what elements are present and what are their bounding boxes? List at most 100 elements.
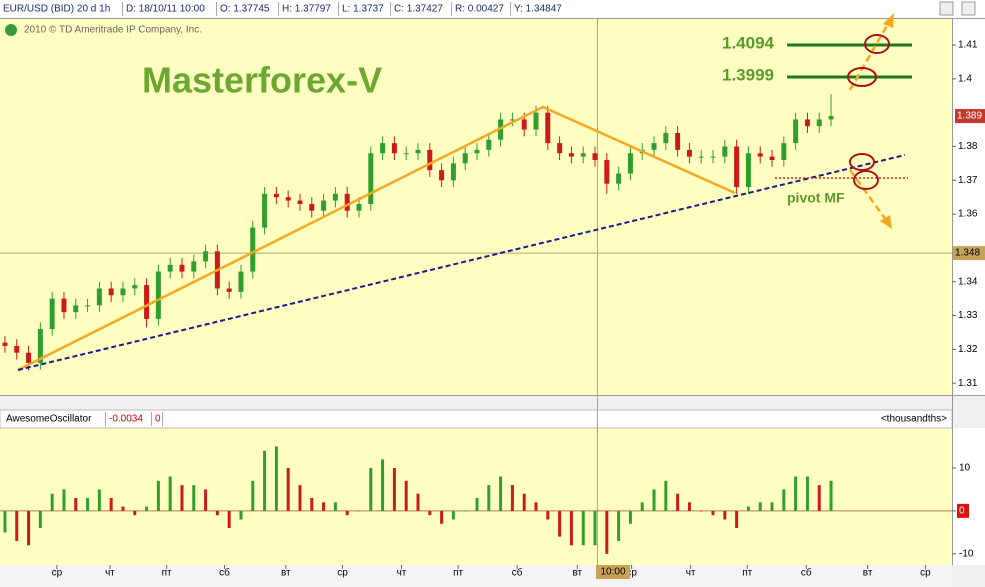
x-tick-label: вт (572, 568, 582, 579)
price-panel (0, 18, 952, 395)
candle-body (49, 298, 55, 330)
oscillator-bar (817, 485, 821, 511)
oscillator-bar (546, 510, 550, 520)
oscillator-bar (829, 480, 833, 511)
candle-body (61, 298, 67, 313)
candle-body (439, 170, 445, 181)
candle-body (604, 160, 610, 184)
range: R: 0.00427 (455, 4, 504, 15)
candle-body (344, 193, 350, 211)
oscillator-bar (180, 485, 184, 511)
highlight (853, 170, 879, 190)
low: L: 1.3737 (342, 4, 384, 15)
x-tick-label: ср (52, 568, 63, 579)
open: O: 1.37745 (220, 4, 270, 15)
oscillator-bar (97, 489, 101, 511)
arrow-up (848, 21, 891, 91)
oscillator-bar (263, 450, 267, 511)
candle-body (427, 149, 433, 171)
candle-body (769, 156, 775, 161)
copyright: 2010 © TD Ameritrade IP Company, Inc. (24, 25, 202, 36)
crosshair-label: 1.348 (955, 248, 980, 259)
candle-body (2, 342, 8, 346)
x-tick-label: ср (337, 568, 348, 579)
candle-body (285, 197, 291, 201)
candle-body (368, 153, 374, 204)
oscillator-bar (440, 510, 444, 524)
candle-body (144, 285, 150, 319)
x-tick-label: чт (105, 568, 115, 579)
oscillator-bar (62, 489, 66, 511)
oscillator-bar (345, 510, 349, 516)
level-label: 1.3999 (722, 65, 774, 84)
oscillator-bar (239, 510, 243, 520)
candle-body (321, 200, 327, 211)
indicator-value: -0.0034 (109, 414, 143, 425)
oscillator-bar (676, 493, 680, 511)
oscillator-bar (192, 485, 196, 511)
arrow-head (883, 13, 894, 28)
x-tick-label: чт (397, 568, 407, 579)
x-tick-label: чт (686, 568, 696, 579)
oscillator-bar (50, 493, 54, 511)
oscillator-bar (215, 510, 219, 516)
highlight (849, 153, 875, 171)
info-icon[interactable] (5, 24, 17, 36)
oscillator-bar (487, 485, 491, 511)
oscillator-bar (581, 510, 585, 546)
candle-body (651, 143, 657, 150)
indicator-name: AwesomeOscillator (6, 414, 92, 425)
oscillator-bar (593, 510, 597, 546)
oscillator-bar (640, 502, 644, 511)
oscillator-bar (558, 510, 562, 537)
candle-body (828, 116, 834, 120)
highlight (864, 34, 890, 54)
oscillator-bar (274, 446, 278, 511)
close: C: 1.37427 (394, 4, 443, 15)
window-button[interactable] (939, 1, 954, 16)
candle-body (203, 251, 209, 262)
oscillator-bar (569, 510, 573, 546)
y-tick-label: 1.4 (958, 74, 972, 85)
y-value: Y: 1.34847 (514, 4, 562, 15)
x-tick-label: вт (281, 568, 291, 579)
oscillator-bar (522, 493, 526, 511)
candle-body (226, 288, 232, 292)
oscillator-bar (711, 510, 715, 516)
candle-body (108, 288, 114, 296)
candle-body (85, 305, 91, 307)
support-line (17, 154, 906, 371)
y-tick-label: 1.38 (958, 141, 978, 152)
y-tick-label: -10 (959, 548, 974, 559)
candle-body (722, 146, 728, 157)
oscillator-panel (0, 428, 952, 565)
oscillator-bar (369, 467, 373, 511)
x-tick-label: ср (920, 568, 931, 579)
candle-body (757, 153, 763, 157)
window-button[interactable] (961, 1, 976, 16)
x-tick-label: сб (219, 567, 230, 579)
arrow-head (880, 215, 892, 229)
oscillator-bar (723, 510, 727, 520)
oscillator-bar (121, 506, 125, 511)
y-tick-label: 1.34 (958, 276, 978, 287)
y-tick-label: 0 (959, 506, 965, 517)
candle-body (545, 112, 551, 144)
y-tick-label: 1.37 (958, 175, 978, 186)
unit-label: <thousandths> (881, 414, 947, 425)
time-label: 10:00 (600, 567, 625, 578)
candle-body (391, 143, 397, 154)
candle-body (710, 156, 716, 158)
oscillator-bar (758, 502, 762, 511)
candle-body (568, 153, 574, 157)
oscillator-bar (227, 510, 231, 529)
x-tick-label: сб (801, 567, 812, 579)
oscillator-bar (534, 502, 538, 511)
candle-body (14, 345, 20, 353)
y-tick-label: 1.31 (958, 378, 978, 389)
oscillator-bar (27, 510, 31, 546)
x-tick-label: пт (162, 568, 172, 579)
oscillator-bar (794, 476, 798, 511)
y-tick-label: 1.32 (958, 344, 978, 355)
